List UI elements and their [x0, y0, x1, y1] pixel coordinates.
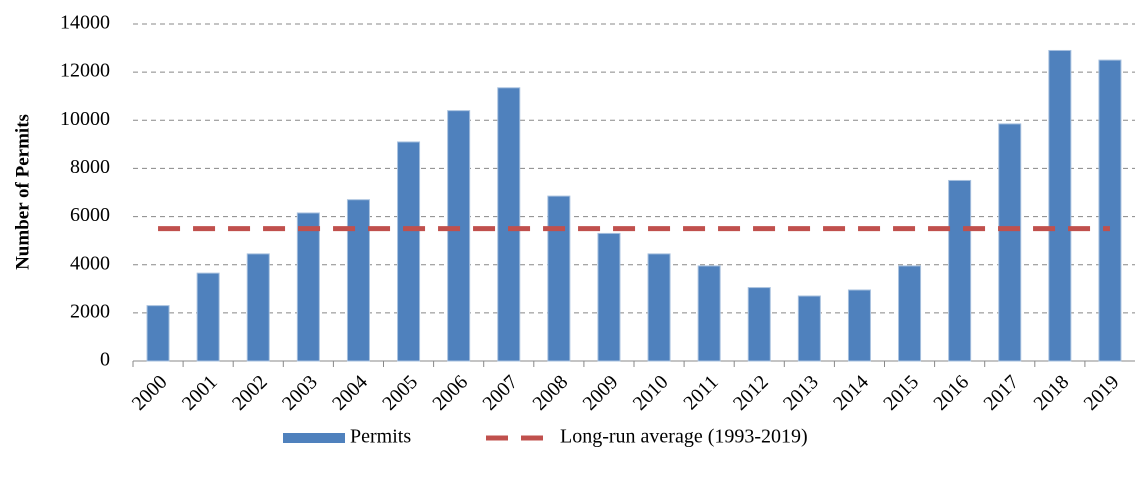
bar	[747, 287, 771, 362]
y-tick-label: 6000	[70, 204, 110, 226]
bar	[346, 199, 370, 362]
x-tick-label: 2009	[579, 371, 623, 415]
x-tick-label: 2017	[979, 371, 1023, 415]
x-tick-label: 2005	[378, 371, 422, 415]
legend-swatch	[283, 433, 345, 443]
bar	[898, 265, 922, 362]
legend-label: Permits	[350, 426, 411, 448]
x-tick-label: 2013	[779, 371, 823, 415]
x-tick-label: 2002	[228, 371, 272, 415]
bar	[547, 195, 571, 362]
y-tick-label: 8000	[70, 156, 110, 178]
x-tick-label: 2016	[929, 371, 973, 415]
x-tick-label: 2011	[679, 371, 722, 414]
x-tick-label: 2001	[178, 371, 222, 415]
bar	[847, 289, 871, 362]
x-tick-label: 2015	[879, 371, 923, 415]
x-tick-label: 2007	[478, 371, 522, 415]
bar	[296, 212, 320, 362]
bar	[998, 123, 1022, 362]
y-tick-label: 10000	[60, 108, 110, 130]
y-tick-label: 4000	[70, 252, 110, 274]
legend-label: Long-run average (1993-2019)	[560, 426, 808, 448]
bar	[1098, 59, 1122, 362]
bar	[447, 110, 471, 362]
x-tick-label: 2008	[529, 371, 573, 415]
bar	[196, 272, 220, 362]
x-tick-label: 2018	[1030, 371, 1074, 415]
x-tick-label: 2010	[629, 371, 673, 415]
bar	[797, 295, 821, 362]
x-tick-label: 2004	[328, 371, 372, 415]
x-tick-label: 2012	[729, 371, 773, 415]
y-axis-label: Number of Permits	[12, 114, 33, 270]
y-tick-label: 2000	[70, 300, 110, 322]
bar	[948, 179, 972, 362]
x-tick-label: 2019	[1080, 371, 1124, 415]
bar	[697, 265, 721, 362]
bar	[246, 253, 270, 362]
x-tick-label: 2003	[278, 371, 322, 415]
x-tick-label: 2000	[128, 371, 172, 415]
y-tick-label: 14000	[60, 12, 110, 34]
x-tick-label: 2014	[829, 371, 873, 415]
bar	[597, 232, 621, 362]
bar	[397, 141, 421, 362]
x-tick-label: 2006	[428, 371, 472, 415]
y-tick-label: 12000	[60, 60, 110, 82]
bar	[1048, 49, 1072, 362]
y-tick-label: 0	[100, 349, 110, 371]
bar	[497, 87, 521, 362]
bar	[647, 253, 671, 362]
bar	[146, 305, 170, 362]
